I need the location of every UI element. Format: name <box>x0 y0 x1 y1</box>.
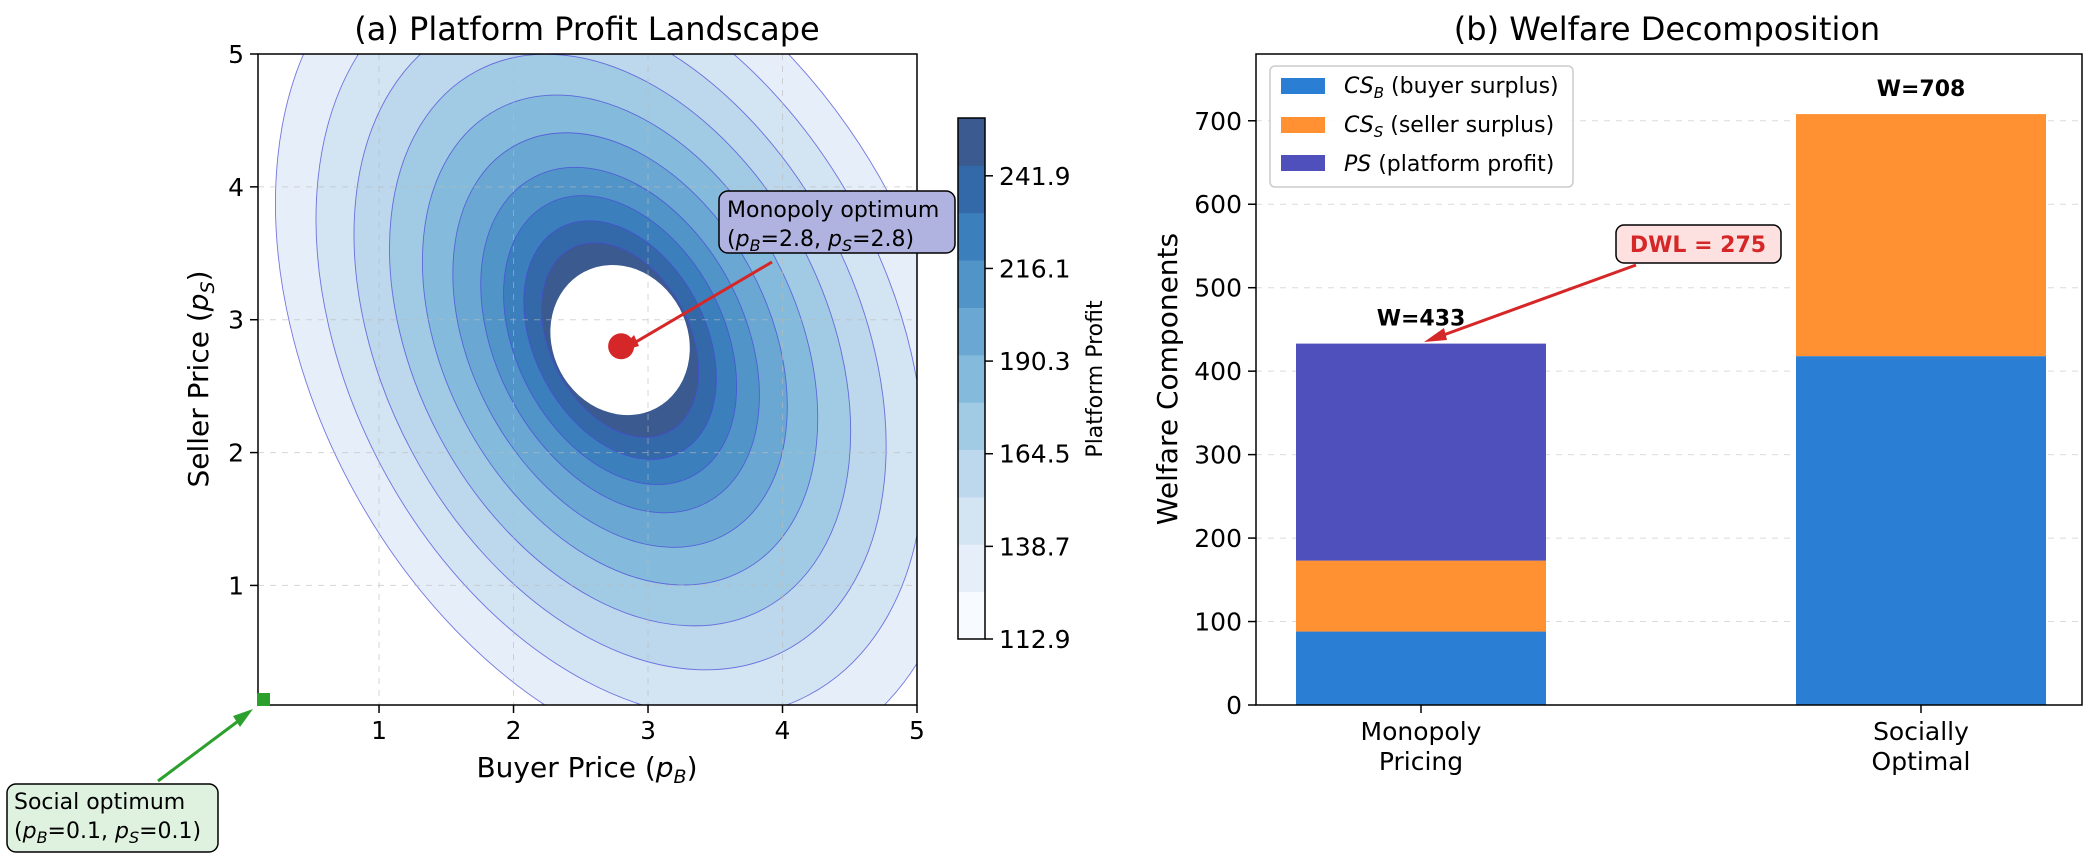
x-tick-label: 5 <box>909 716 925 745</box>
colorbar-tick-label: 112.9 <box>999 625 1071 654</box>
y-tick-label: 300 <box>1194 441 1242 470</box>
x-tick-label: Socially <box>1873 717 1969 746</box>
colorbar-band <box>958 496 985 545</box>
y-tick-label: 2 <box>228 439 244 468</box>
legend-swatch-css <box>1281 117 1325 133</box>
legend-swatch-csb <box>1281 78 1325 94</box>
dwl-box <box>1615 224 1782 264</box>
colorbar-band <box>958 260 985 308</box>
bar-segment-cs-b <box>1296 631 1546 705</box>
panel-a: (a) Platform Profit Landscape 1 2 3 4 5 1 2 3 4 5… <box>6 10 956 853</box>
x-tick-label: Pricing <box>1379 747 1463 776</box>
x-tick-label: 1 <box>371 716 387 745</box>
colorbar-tick-label: 190.3 <box>999 347 1071 376</box>
y-tick-label: 500 <box>1194 274 1242 303</box>
panel-b-ylabel: Welfare Components <box>1151 233 1184 525</box>
colorbar-band <box>958 212 985 261</box>
colorbar: 112.9 138.7 164.5 190.3 216.1 241.9 Platform … <box>957 117 1108 654</box>
colorbar-band <box>958 354 985 403</box>
colorbar-band <box>958 402 985 451</box>
panel-b-title: (b) Welfare Decomposition <box>1454 10 1880 48</box>
x-tick-label: 2 <box>506 716 522 745</box>
monopoly-optimum-arrow <box>623 260 773 351</box>
panel-a-title: (a) Platform Profit Landscape <box>354 10 819 48</box>
panel-a-ticks: 1 2 3 4 5 1 2 3 4 5 <box>228 40 925 745</box>
panel-a-xlabel: Buyer Price (pB) <box>476 751 697 788</box>
colorbar-ticks: 112.9 138.7 164.5 190.3 216.1 241.9 <box>985 162 1071 654</box>
monopoly-optimum-arrowhead <box>618 335 639 352</box>
x-tick-label: Optimal <box>1872 747 1971 776</box>
colorbar-band <box>958 449 985 498</box>
colorbar-tick-label: 164.5 <box>999 440 1071 469</box>
colorbar-band <box>958 591 985 640</box>
y-tick-label: 100 <box>1194 608 1242 637</box>
panel-b-frame <box>1255 53 2083 706</box>
bar-segment-cs-b <box>1796 356 2046 705</box>
colorbar-band <box>958 118 985 166</box>
y-tick-label: 600 <box>1194 190 1242 219</box>
panel-a-ylabel: Seller Price (pS) <box>182 270 219 487</box>
dwl-label: DWL = 275 <box>1630 233 1766 258</box>
colorbar-bands <box>958 118 985 640</box>
monopoly-optimum-marker <box>608 333 635 360</box>
social-optimum-arrow <box>157 714 246 783</box>
y-tick-label: 5 <box>228 40 244 69</box>
y-tick-label: 4 <box>228 173 244 202</box>
colorbar-band <box>958 544 985 593</box>
panel-b: (b) Welfare Decomposition 0 100 200 300 400 5… <box>1151 10 2083 776</box>
legend-label-csb: CSB (buyer surplus) <box>1344 74 1559 102</box>
colorbar-tick-label: 138.7 <box>999 532 1071 561</box>
dwl-arrow <box>1437 263 1637 339</box>
colorbar-band <box>958 165 985 214</box>
social-optimum-arrowhead <box>233 709 253 727</box>
y-tick-label: 0 <box>1226 691 1242 720</box>
bar-segment-cs-s <box>1296 560 1546 632</box>
stacked-bars <box>1296 114 2046 705</box>
y-tick-label: 3 <box>228 306 244 335</box>
social-optimum-marker <box>257 693 270 706</box>
x-tick-label: Monopoly <box>1361 717 1482 746</box>
monopoly-optimum-box <box>718 190 956 254</box>
y-tick-label: 700 <box>1194 107 1242 136</box>
social-optimum-box <box>6 783 219 853</box>
dwl-arrowhead <box>1424 328 1447 342</box>
legend-swatch-ps <box>1281 155 1325 171</box>
colorbar-frame <box>957 117 986 640</box>
legend: CSB (buyer surplus) CSS (seller surplus)… <box>1269 65 1574 188</box>
social-optimum-label: Social optimum <box>14 790 185 815</box>
y-tick-label: 1 <box>228 571 244 600</box>
monopoly-optimum-label: Monopoly optimum <box>727 198 939 223</box>
colorbar-tick-label: 241.9 <box>999 162 1071 191</box>
y-tick-label: 200 <box>1194 524 1242 553</box>
x-tick-label: 3 <box>640 716 656 745</box>
y-tick-label: 400 <box>1194 357 1242 386</box>
legend-frame <box>1269 65 1574 188</box>
bar-segment-cs-s <box>1796 114 2046 357</box>
legend-label-css: CSS (seller surplus) <box>1344 113 1554 141</box>
colorbar-tick-label: 216.1 <box>999 254 1071 283</box>
panel-a-frame <box>257 53 918 706</box>
x-tick-label: 4 <box>775 716 791 745</box>
legend-label-ps: PS (platform profit) <box>1344 152 1554 177</box>
colorbar-label: Platform Profit <box>1083 300 1108 458</box>
total-label-monopoly: W=433 <box>1377 307 1466 332</box>
panel-a-grid <box>258 54 917 705</box>
colorbar-band <box>958 307 985 356</box>
bar-segment-ps <box>1296 343 1546 561</box>
total-label-social: W=708 <box>1877 77 1966 102</box>
